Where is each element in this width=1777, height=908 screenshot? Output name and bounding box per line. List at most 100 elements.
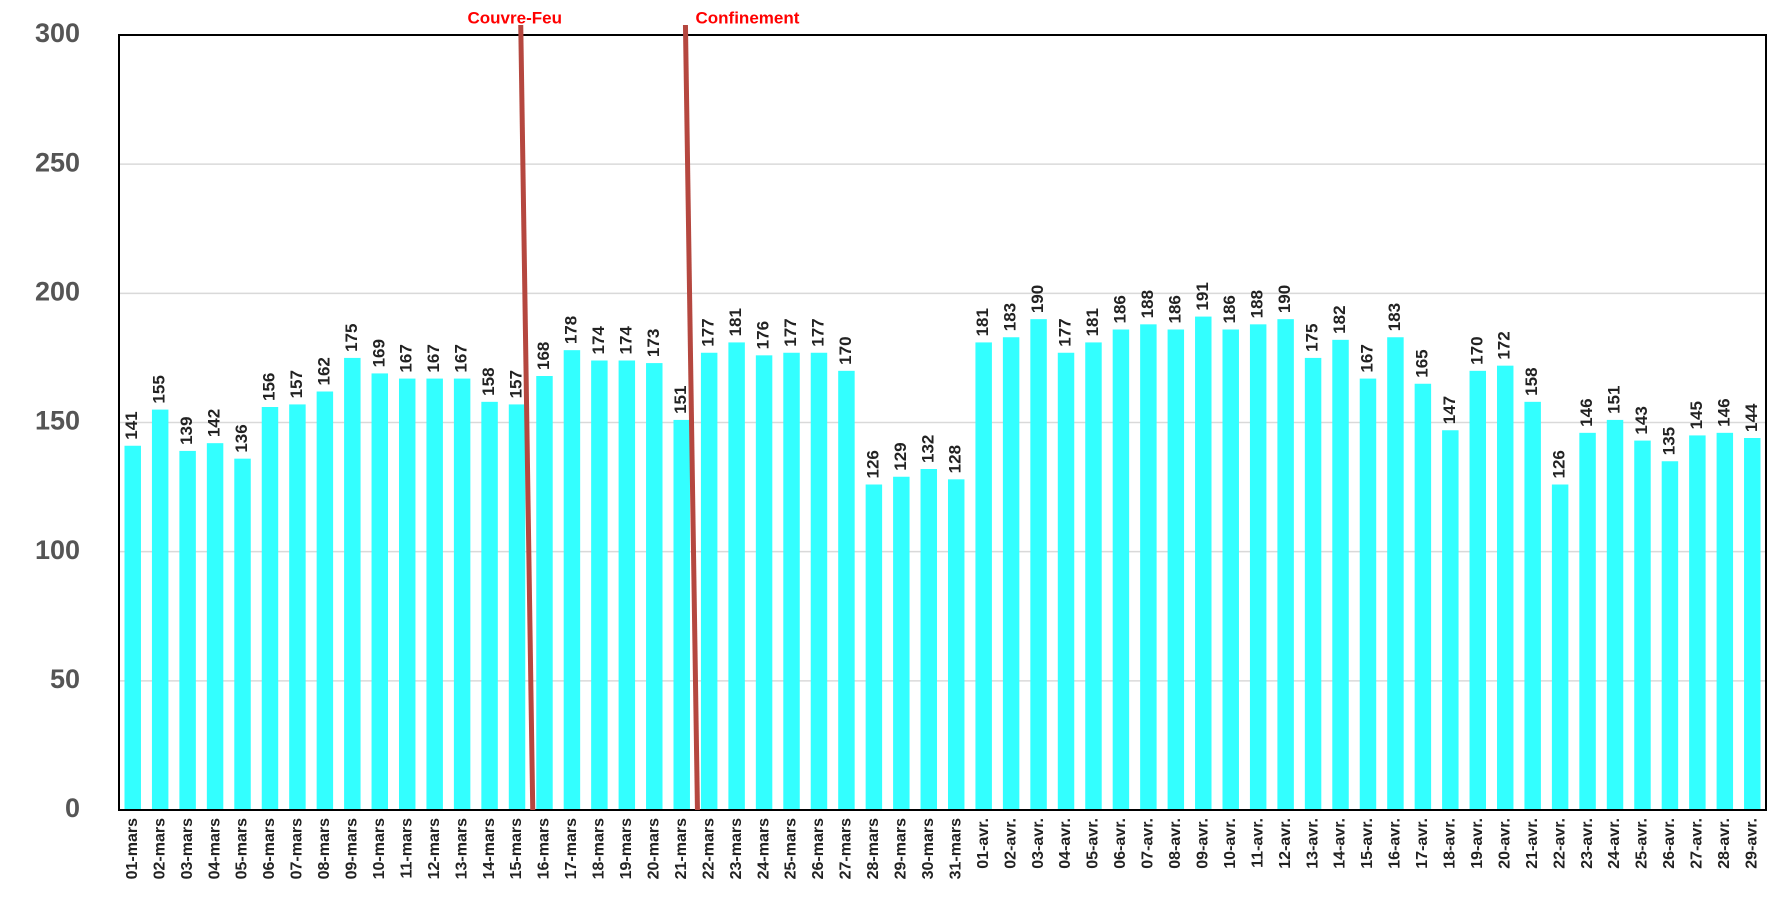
value-label: 136: [232, 424, 251, 452]
value-label: 165: [1412, 349, 1431, 377]
x-tick-label: 02-mars: [151, 818, 168, 879]
value-label: 135: [1659, 427, 1678, 455]
value-label: 177: [781, 318, 800, 346]
x-tick-label: 13-avr.: [1304, 818, 1321, 869]
x-tick-label: 26-avr.: [1661, 818, 1678, 869]
value-label: 132: [918, 435, 937, 463]
x-tick-label: 07-mars: [289, 818, 306, 879]
x-tick-label: 11-avr.: [1249, 818, 1266, 868]
bar: [1387, 337, 1404, 810]
value-label: 157: [287, 370, 306, 398]
value-label: 183: [1385, 303, 1404, 331]
value-label: 172: [1495, 331, 1514, 359]
value-label: 181: [1083, 308, 1102, 336]
value-label: 173: [644, 329, 663, 357]
x-tick-label: 15-mars: [508, 818, 525, 879]
x-tick-label: 29-mars: [893, 818, 910, 879]
x-tick-label: 22-avr.: [1551, 818, 1568, 869]
x-tick-label: 03-mars: [179, 818, 196, 879]
value-label: 190: [1275, 285, 1294, 313]
value-label: 144: [1742, 403, 1761, 432]
x-tick-label: 31-mars: [947, 818, 964, 879]
y-tick-label: 300: [35, 18, 80, 48]
bar: [1002, 337, 1020, 810]
x-tick-label: 17-avr.: [1414, 818, 1431, 869]
bar: [151, 409, 169, 810]
x-tick-label: 16-mars: [536, 818, 553, 879]
value-label: 170: [836, 336, 855, 364]
value-label: 175: [342, 324, 361, 352]
x-tick-label: 09-mars: [344, 818, 361, 879]
value-label: 186: [1110, 295, 1129, 323]
bar: [947, 479, 965, 810]
value-label: 151: [671, 386, 690, 414]
value-label: 157: [507, 370, 526, 398]
y-tick-label: 150: [35, 406, 80, 436]
value-label: 168: [534, 342, 553, 370]
x-tick-label: 08-avr.: [1167, 818, 1184, 869]
x-tick-label: 27-mars: [838, 818, 855, 879]
bar: [1249, 324, 1267, 810]
bar: [1524, 401, 1541, 810]
value-label: 191: [1193, 282, 1212, 310]
x-tick-label: 28-avr.: [1716, 818, 1733, 869]
value-label: 128: [946, 445, 965, 473]
bar: [206, 443, 224, 810]
x-tick-label: 19-mars: [618, 818, 635, 879]
x-tick-label: 13-mars: [453, 818, 470, 879]
event-label: Couvre-Feu: [468, 8, 562, 27]
bar: [1332, 339, 1349, 810]
bar: [728, 342, 745, 810]
bar: [1167, 329, 1185, 810]
x-tick-label: 21-avr.: [1524, 818, 1541, 869]
value-label: 158: [479, 367, 498, 395]
value-label: 143: [1632, 406, 1651, 434]
bar: [1716, 432, 1734, 810]
bar: [481, 401, 498, 810]
value-label: 167: [397, 344, 416, 372]
value-label: 139: [177, 417, 196, 445]
x-tick-label: 17-mars: [563, 818, 580, 879]
value-label: 186: [1220, 295, 1239, 323]
x-tick-label: 29-avr.: [1743, 818, 1760, 869]
value-label: 190: [1028, 285, 1047, 313]
bar: [316, 391, 334, 810]
event-line: [518, 24, 536, 811]
bar: [838, 370, 855, 810]
bar: [1606, 419, 1624, 810]
bar: [975, 342, 992, 810]
bar: [920, 469, 938, 810]
value-label: 181: [726, 308, 745, 336]
value-label: 167: [1357, 344, 1376, 372]
value-label: 186: [1165, 295, 1184, 323]
value-label: 126: [863, 450, 882, 478]
x-tick-label: 19-avr.: [1469, 818, 1486, 869]
bar: [563, 350, 581, 810]
value-label: 175: [1303, 324, 1322, 352]
bar: [1195, 316, 1212, 810]
bar: [1304, 357, 1322, 810]
plot-frame: [118, 34, 1767, 811]
x-tick-label: 02-avr.: [1002, 818, 1019, 869]
value-label: 158: [1522, 367, 1541, 395]
bar: [179, 450, 196, 810]
x-tick-label: 04-mars: [206, 818, 223, 879]
bar: [1030, 319, 1047, 810]
bar: [426, 378, 443, 810]
event-line: [682, 24, 700, 811]
bar: [591, 360, 608, 810]
value-label: 183: [1001, 303, 1020, 331]
x-tick-label: 10-avr.: [1222, 818, 1239, 869]
x-tick-label: 05-avr.: [1085, 818, 1102, 869]
x-tick-label: 30-mars: [920, 818, 937, 879]
bar: [1222, 329, 1239, 810]
x-tick-label: 14-mars: [481, 818, 498, 879]
x-tick-label: 09-avr.: [1194, 818, 1211, 869]
x-tick-label: 15-avr.: [1359, 818, 1376, 869]
x-tick-label: 01-avr.: [975, 818, 992, 869]
bar: [289, 404, 306, 810]
y-tick-label: 200: [35, 276, 80, 306]
x-tick-label: 18-mars: [591, 818, 608, 879]
bar: [1442, 430, 1459, 810]
bar: [508, 404, 526, 810]
